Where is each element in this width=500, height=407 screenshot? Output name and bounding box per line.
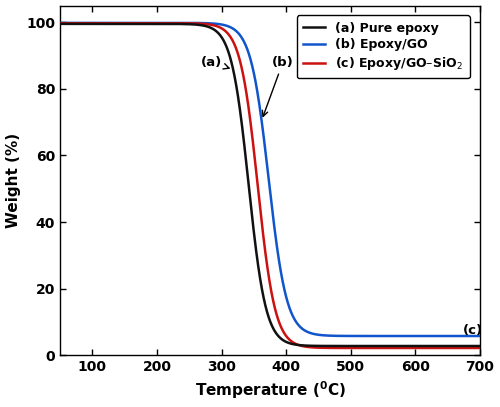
- Legend: (a) Pure epoxy, (b) Epoxy/GO, (c) Epoxy/GO–SiO$_2$: (a) Pure epoxy, (b) Epoxy/GO, (c) Epoxy/…: [296, 15, 470, 78]
- Text: (b): (b): [262, 56, 294, 116]
- Text: (a): (a): [201, 56, 229, 69]
- Text: (c): (c): [463, 324, 483, 337]
- X-axis label: Temperature ($^{\mathregular{0}}$C): Temperature ($^{\mathregular{0}}$C): [194, 380, 346, 401]
- Y-axis label: Weight (%): Weight (%): [6, 133, 20, 228]
